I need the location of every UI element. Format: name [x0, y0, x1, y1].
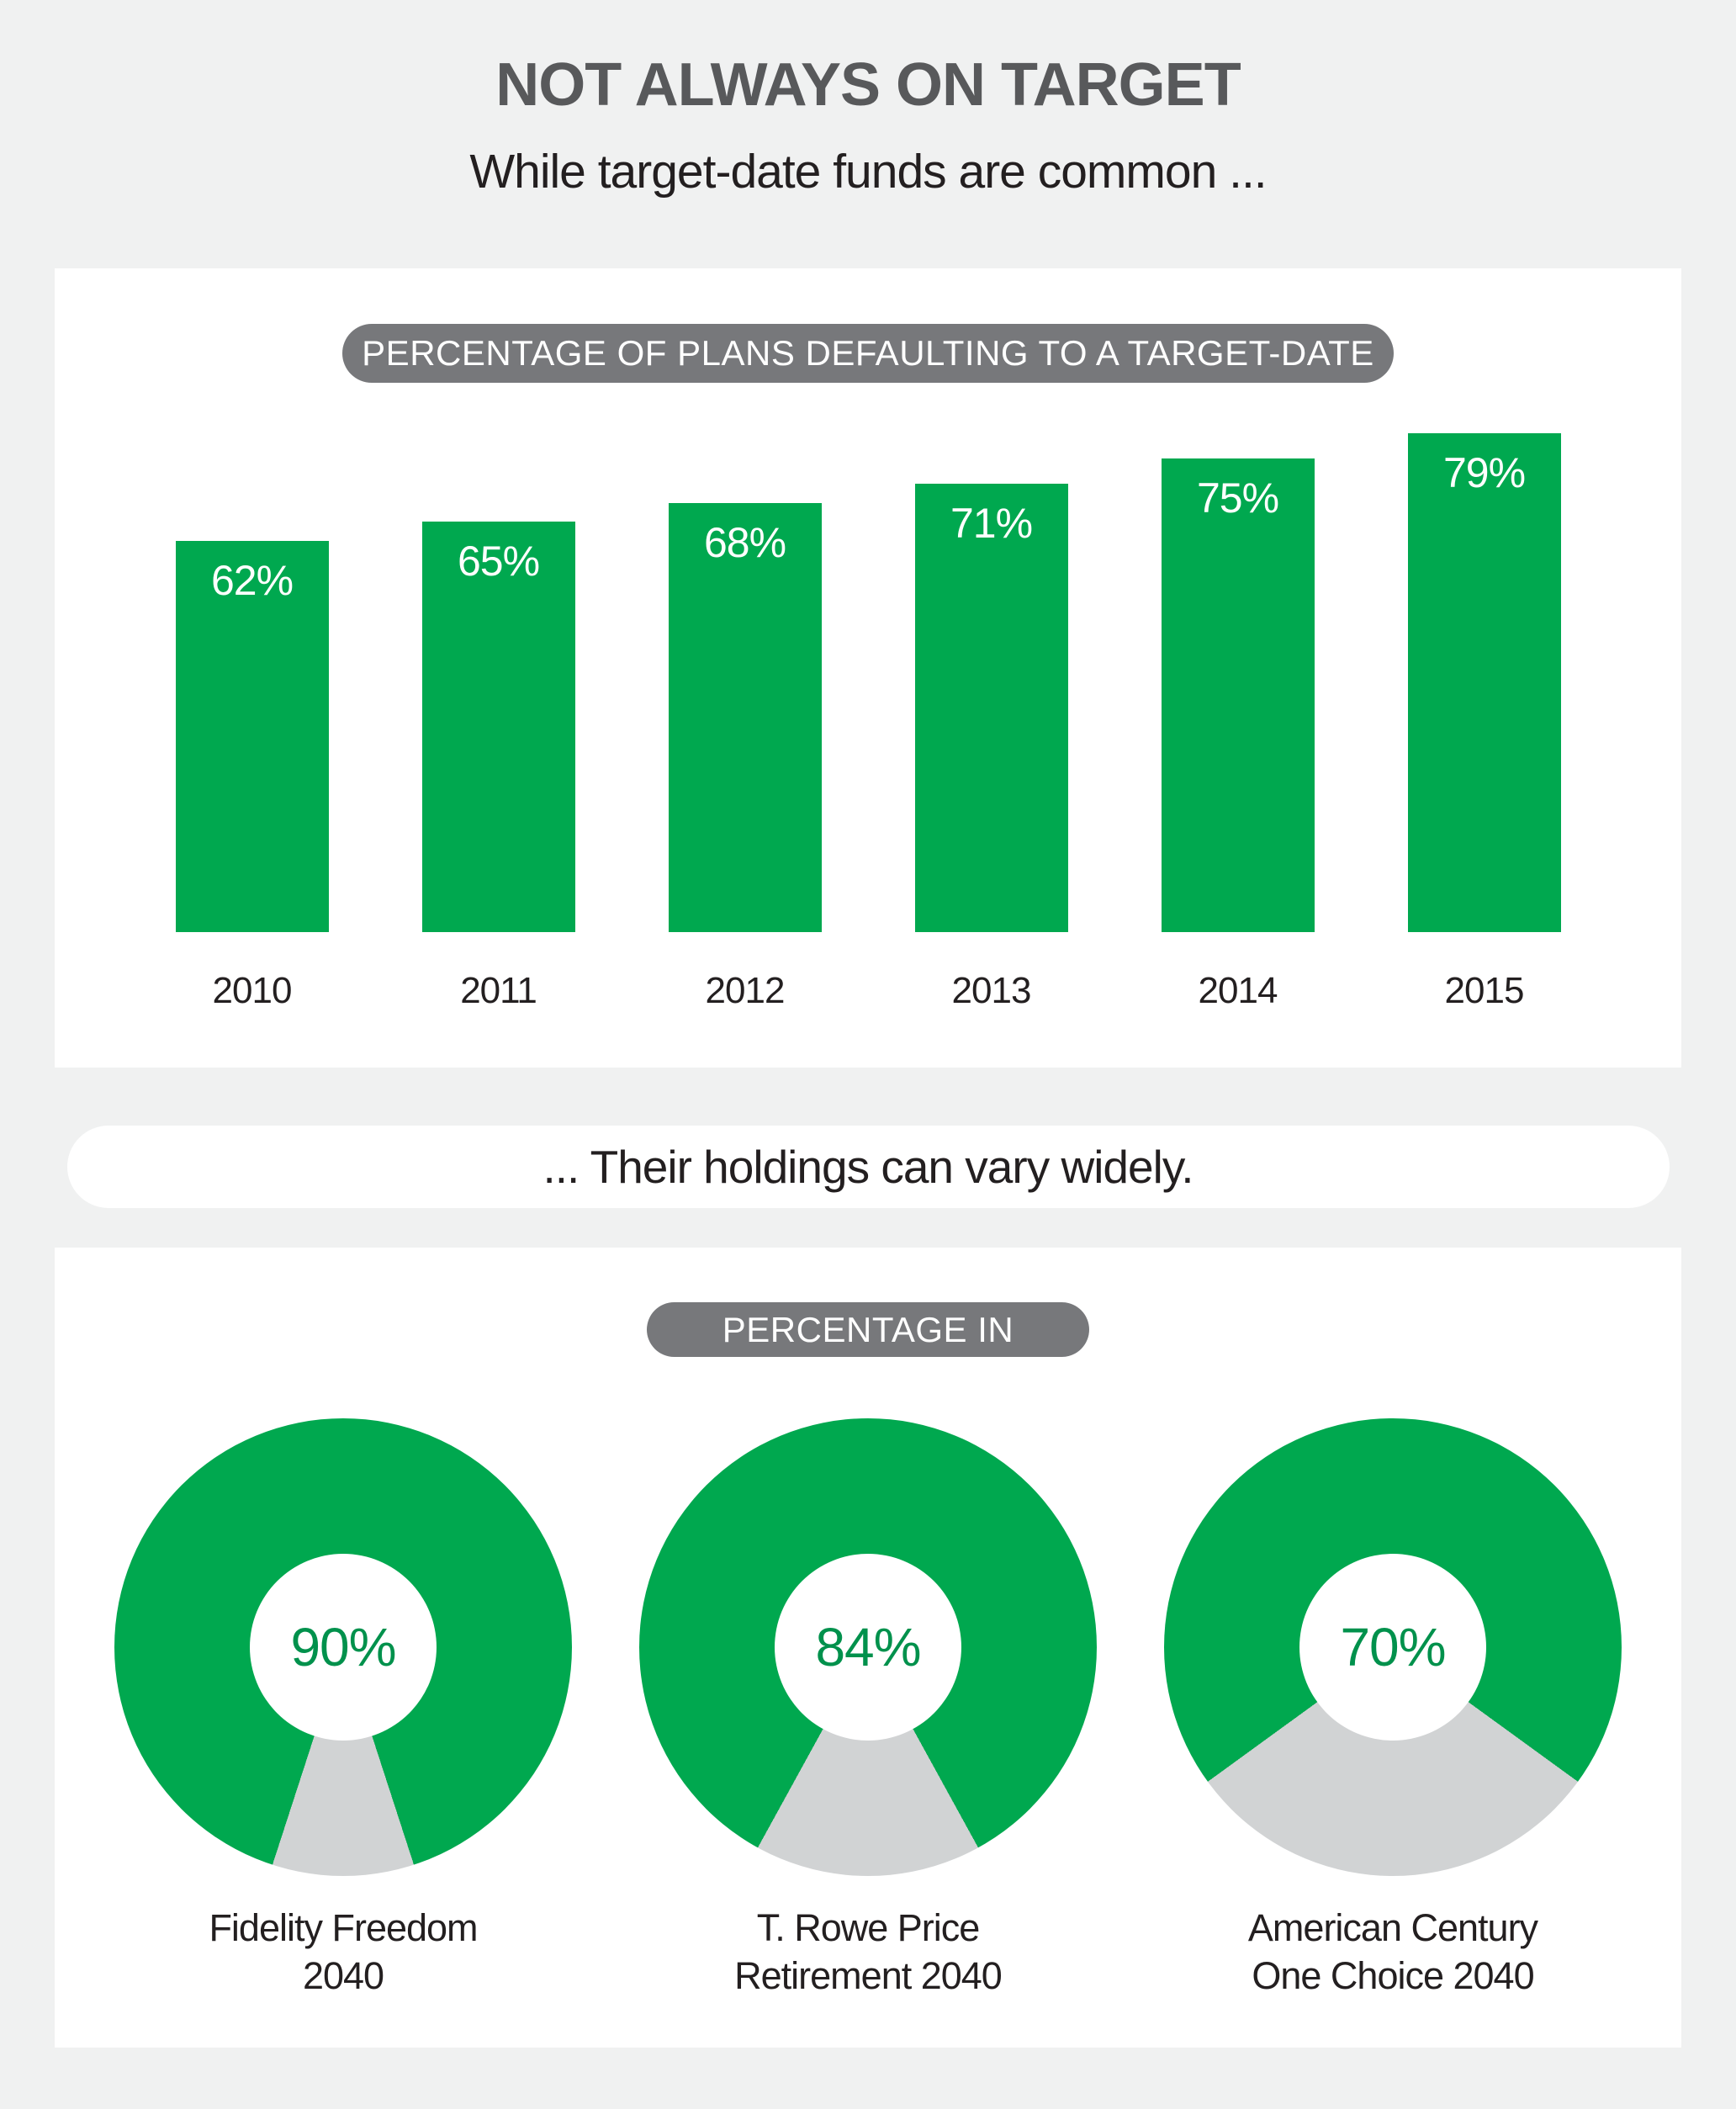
donut-hole: 84% — [775, 1553, 961, 1741]
donut-chart-90pct: 90% — [114, 1417, 572, 1876]
bar-value-label: 71% — [950, 500, 1033, 548]
donut-name-line: One Choice 2040 — [1252, 1953, 1534, 1997]
donut-chart-70pct: 70% — [1164, 1417, 1622, 1876]
bar-value-label: 62% — [210, 556, 294, 604]
donut-item: 84% T. Rowe Price Retirement 2040 — [639, 1417, 1097, 2000]
year-label-2014: 2014 — [1198, 969, 1278, 1011]
page-subtitle: While target-date funds are common ... — [469, 145, 1267, 199]
donut-name-label: Fidelity Freedom 2040 — [209, 1904, 478, 2000]
bar-row: 62% 65% 68% 71% 75% 79% — [55, 383, 1681, 932]
donut-name-label: T. Rowe Price Retirement 2040 — [734, 1904, 1003, 2000]
bar-2010: 62% — [175, 540, 329, 932]
bar-value-label: 65% — [457, 538, 540, 586]
middle-banner-text: ... Their holdings can vary widely. — [542, 1140, 1194, 1193]
donut-name-line: Retirement 2040 — [734, 1953, 1003, 1997]
bar-chart-card: PERCENTAGE OF PLANS DEFAULTING TO A TARG… — [55, 268, 1681, 1068]
donut-name-line: American Century — [1247, 1905, 1538, 1949]
bar-2012: 68% — [668, 502, 822, 932]
year-label-2010: 2010 — [212, 969, 293, 1011]
bar-2013: 71% — [914, 484, 1068, 932]
donut-name-line: 2040 — [302, 1953, 384, 1997]
donut-name-line: T. Rowe Price — [756, 1905, 981, 1949]
bar-2014: 75% — [1161, 458, 1315, 932]
donut-name-line: Fidelity Freedom — [209, 1905, 478, 1949]
donut-chart-card: PERCENTAGE IN STOCKS 90% Fidelity Freedom… — [55, 1247, 1681, 2048]
donut-name-label: American Century One Choice 2040 — [1248, 1904, 1538, 2000]
donut-chart-84pct: 84% — [639, 1417, 1097, 1876]
bar-value-label: 75% — [1196, 474, 1279, 522]
year-label-2012: 2012 — [705, 969, 786, 1011]
donut-value-label: 90% — [290, 1616, 396, 1677]
bar-2011: 65% — [421, 522, 575, 932]
donut-value-label: 84% — [815, 1616, 921, 1677]
donut-item: 70% American Century One Choice 2040 — [1164, 1417, 1622, 2000]
bar-value-label: 68% — [703, 518, 786, 566]
middle-banner: ... Their holdings can vary widely. — [66, 1125, 1670, 1208]
year-label-2015: 2015 — [1444, 969, 1525, 1011]
donut-row: 90% Fidelity Freedom 2040 84% T. Rowe Price R… — [55, 1417, 1681, 2000]
donut-chart-title-pill: PERCENTAGE IN STOCKS — [647, 1301, 1089, 1404]
donut-value-label: 70% — [1340, 1616, 1446, 1677]
donut-hole: 90% — [250, 1553, 437, 1741]
donut-item: 90% Fidelity Freedom 2040 — [114, 1417, 572, 2000]
bar-value-label: 79% — [1442, 449, 1526, 497]
bar-2015: 79% — [1407, 433, 1561, 932]
donut-hole: 70% — [1299, 1553, 1486, 1741]
year-row: 2010 2011 2012 2013 2014 2015 — [55, 970, 1681, 1012]
year-label-2011: 2011 — [460, 969, 537, 1011]
year-label-2013: 2013 — [951, 969, 1032, 1011]
page-title: NOT ALWAYS ON TARGET — [495, 51, 1241, 119]
bar-chart-title-pill: PERCENTAGE OF PLANS DEFAULTING TO A TARG… — [342, 323, 1394, 432]
